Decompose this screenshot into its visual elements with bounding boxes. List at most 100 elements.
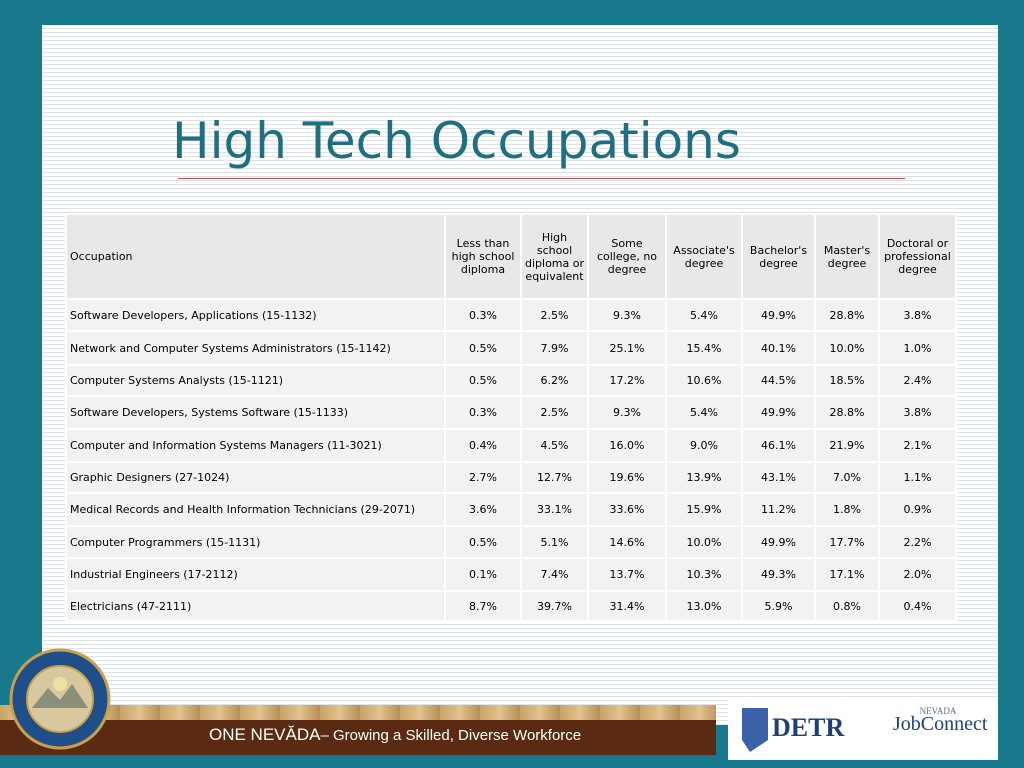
value-cell: 28.8% (814, 298, 880, 332)
header-cell: Some college, no degree (587, 213, 667, 300)
occupation-cell: Industrial Engineers (17-2112) (65, 557, 446, 592)
value-cell: 10.0% (814, 330, 880, 366)
value-cell: 31.4% (587, 590, 667, 622)
value-cell: 6.2% (520, 364, 589, 397)
header-cell: Master's degree (814, 213, 880, 300)
wood-strip (0, 705, 716, 720)
value-cell: 33.1% (520, 492, 589, 527)
occupation-cell: Software Developers, Applications (15-11… (65, 298, 446, 332)
logo-detr: DETR (772, 713, 844, 742)
value-cell: 5.9% (741, 590, 816, 622)
value-cell: 17.1% (814, 557, 880, 592)
logos: DETR NEVADA JobConnect (728, 700, 998, 760)
brand: ONE NEVĂDA (209, 725, 321, 744)
value-cell: 33.6% (587, 492, 667, 527)
logo-art: DETR NEVADA JobConnect (742, 706, 988, 752)
value-cell: 16.0% (587, 428, 667, 463)
value-cell: 3.8% (878, 298, 957, 332)
value-cell: 0.5% (444, 525, 522, 559)
occupation-cell: Electricians (47-2111) (65, 590, 446, 622)
value-cell: 0.8% (814, 590, 880, 622)
value-cell: 1.8% (814, 492, 880, 527)
row: Industrial Engineers (17-2112) 0.1% 7.4% 13… (65, 557, 957, 592)
header-row: Occupation Less than high school diploma H… (65, 213, 957, 300)
row: Medical Records and Health Information T… (65, 492, 957, 527)
value-cell: 0.4% (444, 428, 522, 463)
value-cell: 49.3% (741, 557, 816, 592)
value-cell: 0.4% (878, 590, 957, 622)
row: Computer Systems Analysts (15-1121) 0.5% 6… (65, 364, 957, 397)
value-cell: 13.0% (665, 590, 743, 622)
value-cell: 49.9% (741, 395, 816, 430)
header-cell: Bachelor's degree (741, 213, 816, 300)
value-cell: 10.3% (665, 557, 743, 592)
value-cell: 15.4% (665, 330, 743, 366)
value-cell: 1.0% (878, 330, 957, 366)
value-cell: 9.3% (587, 395, 667, 430)
value-cell: 5.1% (520, 525, 589, 559)
value-cell: 1.1% (878, 461, 957, 494)
value-cell: 7.4% (520, 557, 589, 592)
value-cell: 17.2% (587, 364, 667, 397)
value-cell: 2.4% (878, 364, 957, 397)
value-cell: 5.4% (665, 395, 743, 430)
value-cell: 43.1% (741, 461, 816, 494)
value-cell: 21.9% (814, 428, 880, 463)
header-cell: Less than high school diploma (444, 213, 522, 300)
value-cell: 40.1% (741, 330, 816, 366)
row: Computer Programmers (15-1131) 0.5% 5.1% 14… (65, 525, 957, 559)
value-cell: 0.3% (444, 298, 522, 332)
value-cell: 8.7% (444, 590, 522, 622)
header-cell: High school diploma or equivalent (520, 213, 589, 300)
occupation-cell: Computer Systems Analysts (15-1121) (65, 364, 446, 397)
value-cell: 10.0% (665, 525, 743, 559)
value-cell: 0.5% (444, 330, 522, 366)
occupation-cell: Network and Computer Systems Administrat… (65, 330, 446, 366)
value-cell: 9.3% (587, 298, 667, 332)
tagline: – Growing a Skilled, Diverse Workforce (320, 727, 582, 744)
value-cell: 44.5% (741, 364, 816, 397)
value-cell: 3.6% (444, 492, 522, 527)
value-cell: 4.5% (520, 428, 589, 463)
value-cell: 0.9% (878, 492, 957, 527)
value-cell: 2.1% (878, 428, 957, 463)
value-cell: 0.5% (444, 364, 522, 397)
footer-bar (0, 720, 716, 755)
occupation-cell: Computer and Information Systems Manager… (65, 428, 446, 463)
row: Network and Computer Systems Administrat… (65, 330, 957, 366)
occupation-cell: Software Developers, Systems Software (1… (65, 395, 446, 430)
value-cell: 49.9% (741, 525, 816, 559)
value-cell: 12.7% (520, 461, 589, 494)
value-cell: 11.2% (741, 492, 816, 527)
value-cell: 13.9% (665, 461, 743, 494)
title: High Tech Occupations (172, 112, 741, 170)
value-cell: 14.6% (587, 525, 667, 559)
header-cell: Occupation (65, 213, 446, 300)
value-cell: 2.5% (520, 298, 589, 332)
value-cell: 2.2% (878, 525, 957, 559)
value-cell: 2.5% (520, 395, 589, 430)
logo-jobconnect: JobConnect (893, 713, 988, 735)
row: Computer and Information Systems Manager… (65, 428, 957, 463)
header-cell: Associate's degree (665, 213, 743, 300)
seal (9, 648, 111, 750)
value-cell: 18.5% (814, 364, 880, 397)
value-cell: 39.7% (520, 590, 589, 622)
value-cell: 19.6% (587, 461, 667, 494)
value-cell: 7.9% (520, 330, 589, 366)
row: Software Developers, Systems Software (1… (65, 395, 957, 430)
logo-nevada: NEVADA (920, 706, 957, 716)
footer-text: ONE NEVĂDA– Growing a Skilled, Diverse W… (209, 725, 581, 745)
row: Graphic Designers (27-1024) 2.7% 12.7% 19.6… (65, 461, 957, 494)
value-cell: 46.1% (741, 428, 816, 463)
value-cell: 2.0% (878, 557, 957, 592)
row: Electricians (47-2111) 8.7% 39.7% 31.4% 13.0… (65, 590, 957, 622)
value-cell: 2.7% (444, 461, 522, 494)
value-cell: 15.9% (665, 492, 743, 527)
value-cell: 25.1% (587, 330, 667, 366)
value-cell: 10.6% (665, 364, 743, 397)
value-cell: 7.0% (814, 461, 880, 494)
occupation-cell: Medical Records and Health Information T… (65, 492, 446, 527)
value-cell: 5.4% (665, 298, 743, 332)
